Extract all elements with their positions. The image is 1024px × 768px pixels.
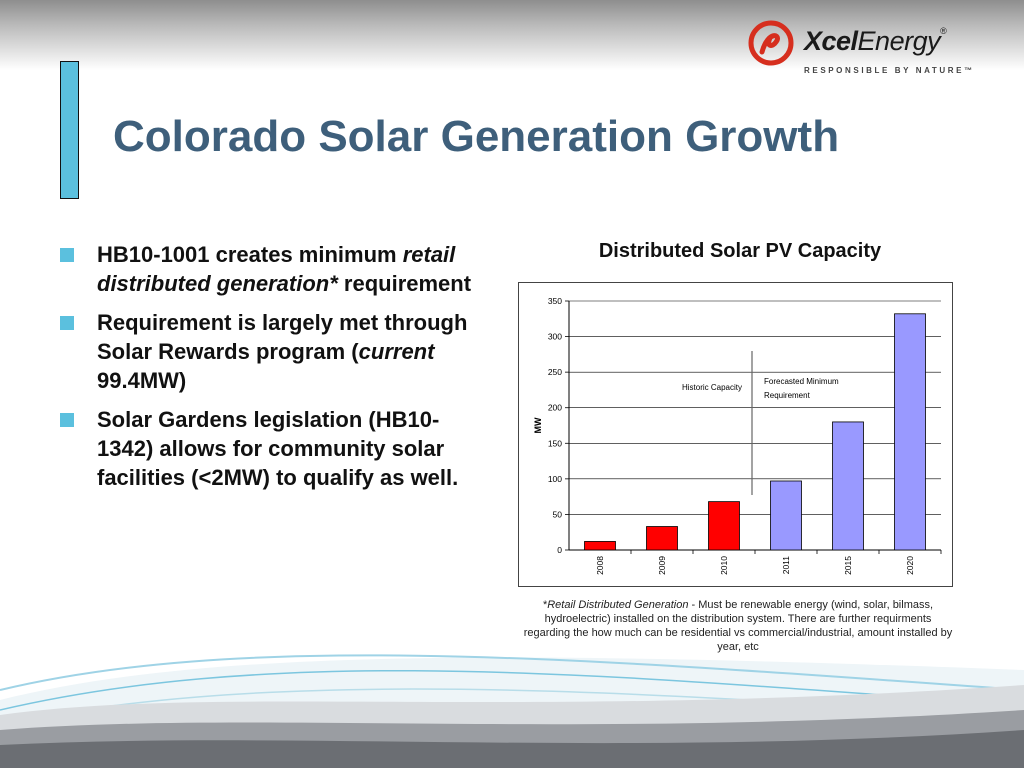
logo-tagline: RESPONSIBLE BY NATURE™ — [804, 66, 975, 75]
title-accent-bar — [60, 61, 79, 199]
footnote: *Retail Distributed Generation - Must be… — [522, 598, 954, 654]
bar-chart: 0 50 100 150 200 250 300 350 MW 2008 2009 2010 2011 2… — [533, 296, 942, 575]
x-tick-label: 2008 — [595, 556, 605, 575]
y-tick-label: 200 — [548, 403, 562, 413]
x-tick-label: 2015 — [843, 556, 853, 575]
bullet-list: HB10-1001 creates minimum retail distrib… — [60, 240, 480, 502]
bullet-item: Requirement is largely met through Solar… — [60, 308, 480, 395]
footnote-term: Retail Distributed Generation — [547, 599, 689, 611]
bar-2010 — [708, 501, 740, 551]
y-tick-label: 350 — [548, 296, 562, 306]
bullet-text: HB10-1001 creates minimum retail distrib… — [97, 240, 480, 298]
y-tick-label: 0 — [557, 545, 562, 555]
y-axis-label: MW — [533, 417, 543, 433]
slide-title: Colorado Solar Generation Growth — [113, 112, 840, 161]
bullet-item: Solar Gardens legislation (HB10-1342) al… — [60, 405, 480, 492]
bullet-text-part: Solar Gardens legislation (HB10-1342) al… — [97, 407, 459, 490]
bullet-text-part: 99.4MW) — [97, 368, 187, 393]
bar-2020 — [894, 313, 926, 551]
bullet-square-icon — [60, 316, 74, 330]
bullet-text-part: HB10-1001 creates minimum — [97, 242, 403, 267]
bullet-text: Requirement is largely met through Solar… — [97, 308, 480, 395]
logo-name-rest: Energy — [857, 26, 941, 56]
logo-wordmark: XcelEnergy® — [804, 26, 947, 57]
decorative-waves — [0, 654, 1024, 768]
chart-frame: 0 50 100 150 200 250 300 350 MW 2008 2009 2010 2011 2… — [518, 282, 953, 587]
footnote-text: - Must be renewable energy (wind, solar,… — [523, 599, 953, 653]
annotation-forecast-line1: Forecasted Minimum — [764, 377, 839, 386]
bar-2008 — [584, 541, 616, 551]
chart-title: Distributed Solar PV Capacity — [598, 240, 882, 262]
footnote-star: * — [542, 599, 548, 611]
bullet-square-icon — [60, 413, 74, 427]
bullet-text-part: requirement — [337, 271, 472, 296]
header-band — [0, 0, 1024, 70]
bullet-text: Solar Gardens legislation (HB10-1342) al… — [97, 405, 480, 492]
xcel-swirl-icon — [748, 20, 794, 66]
y-tick-label: 50 — [553, 509, 563, 519]
x-tick-label: 2010 — [719, 556, 729, 575]
y-tick-label: 300 — [548, 332, 562, 342]
annotation-forecast-line2: Requirement — [764, 391, 811, 400]
bullet-text-part: Requirement is largely met through Solar… — [97, 310, 468, 364]
x-tick-label: 2011 — [781, 556, 791, 575]
bar-2011 — [770, 480, 802, 551]
y-tick-label: 150 — [548, 438, 562, 448]
y-tick-label: 250 — [548, 367, 562, 377]
bullet-text-part: retail distributed generation* — [97, 242, 456, 296]
bullet-item: HB10-1001 creates minimum retail distrib… — [60, 240, 480, 298]
bar-2015 — [832, 421, 864, 551]
x-tick-label: 2020 — [905, 556, 915, 575]
xcel-energy-logo: XcelEnergy® RESPONSIBLE BY NATURE™ — [748, 20, 988, 82]
logo-name-bold: Xcel — [804, 26, 858, 56]
y-tick-label: 100 — [548, 474, 562, 484]
logo-registered: ® — [940, 26, 947, 36]
annotation-historic: Historic Capacity — [682, 383, 742, 392]
bar-2009 — [646, 526, 678, 551]
bullet-square-icon — [60, 248, 74, 262]
x-tick-label: 2009 — [657, 556, 667, 575]
bullet-text-part: current — [358, 339, 435, 364]
